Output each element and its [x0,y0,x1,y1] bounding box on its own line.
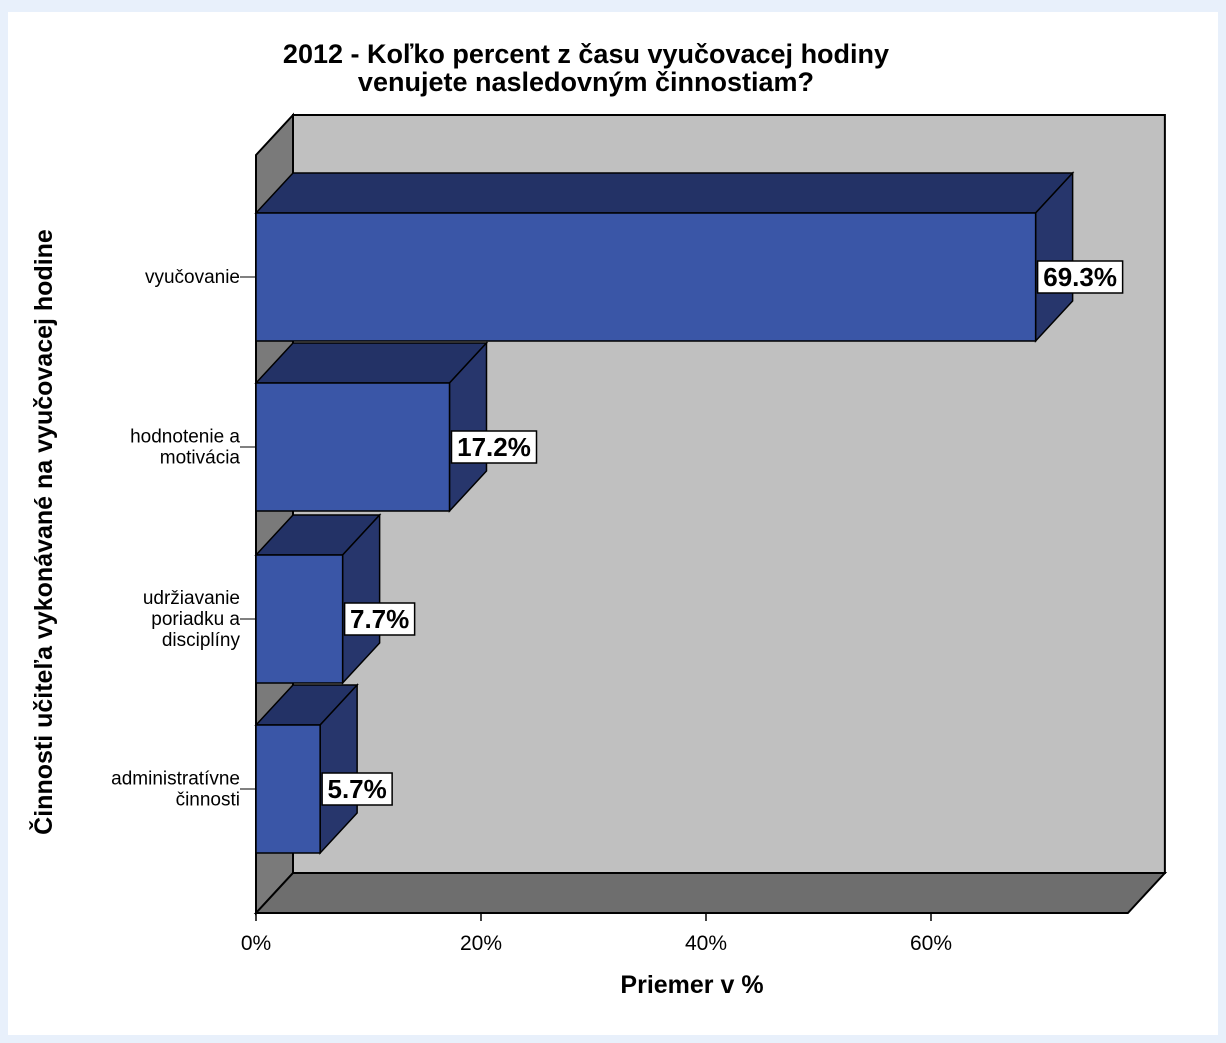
data-label: 17.2% [457,432,531,462]
data-label-box [321,772,393,806]
data-label-box [450,430,538,464]
data-label: 7.7% [350,604,409,634]
category-label: udržiavanie [143,588,240,609]
category-label: poriadku a [151,609,240,630]
y-axis-title: Činnosti učiteľa vykonávané na vyučovace… [28,229,58,835]
x-tick-label: 20% [460,932,502,955]
floor [253,872,1168,914]
chart-title-line-1: 2012 - Koľko percent z času vyučovacej h… [283,39,889,69]
bar [255,554,344,684]
x-tick-label: 40% [685,932,727,955]
data-label-box [1036,260,1124,294]
category-label: administratívne [111,769,240,790]
category-label: disciplíny [162,630,241,651]
bar-top [254,342,489,384]
x-tick-label: 60% [910,932,952,955]
x-axis-ticks: 0% 20% 40% 60% [241,913,952,955]
x-axis-title: Priemer v % [620,971,763,999]
data-label: 5.7% [327,774,386,804]
bar [255,382,451,512]
data-label-box [343,602,416,636]
data-labels-group: 69.3% 17.2% 7.7% 5.7% [321,260,1124,806]
bars-group [254,171,1075,855]
bar-top [254,172,1075,214]
chart-title-line-2: venujete nasledovným činnostiam? [358,67,814,97]
category-label: hodnotenie a [130,427,240,448]
x-tick-label: 0% [241,932,271,955]
category-label: činnosti [176,790,240,811]
bar [255,724,321,854]
bar [255,212,1037,342]
data-label: 69.3% [1043,262,1117,292]
category-label: vyučovanie [145,267,240,288]
category-label: motivácia [160,448,241,469]
